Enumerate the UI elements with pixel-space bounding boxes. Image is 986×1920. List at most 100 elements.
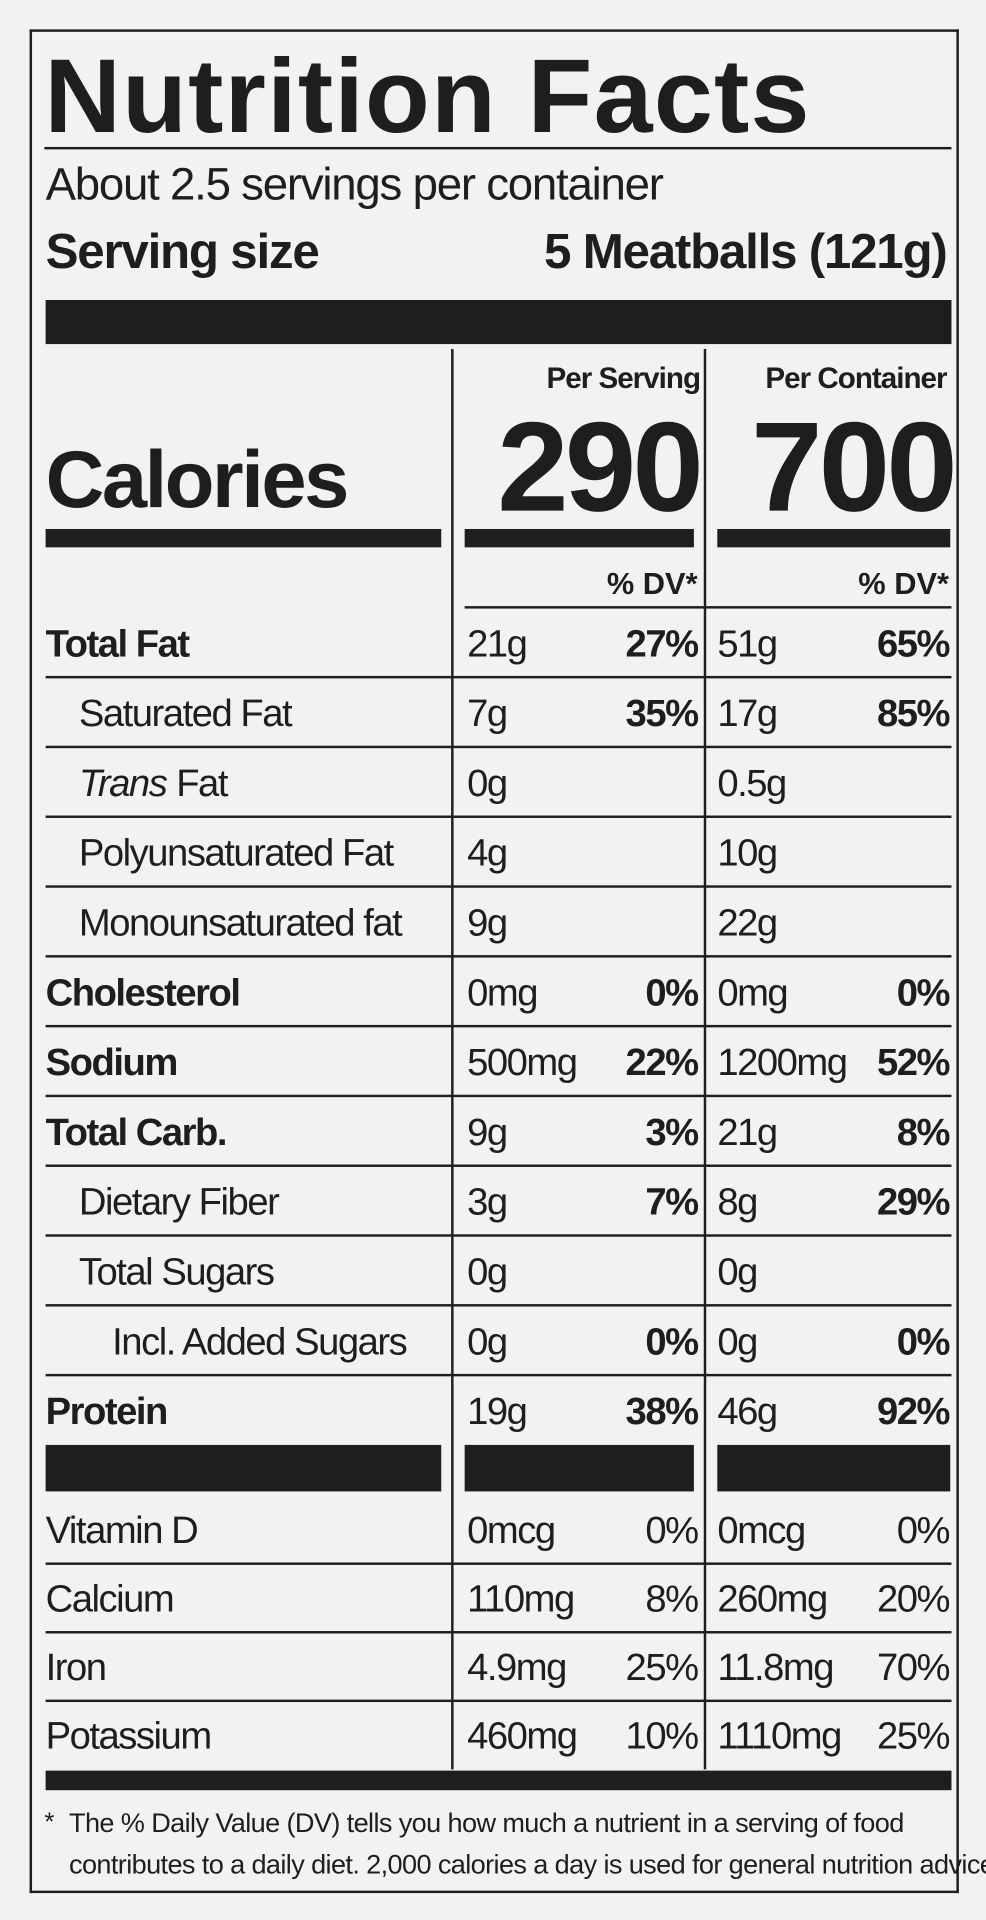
nutrient-name-text: Potassium — [45, 1714, 213, 1758]
dv-header: % DV* — [606, 566, 698, 602]
column-heading: Per Container — [765, 362, 947, 396]
border — [956, 29, 959, 1894]
thick-bar — [45, 528, 442, 548]
thick-bar — [717, 528, 951, 548]
rule — [45, 1631, 952, 1634]
nutrient-name: Trans Fat — [79, 761, 229, 804]
nutrient-name-text: Protein — [45, 1389, 169, 1433]
daily-value: 27% — [625, 621, 700, 665]
nutrient-name: Cholesterol — [45, 970, 241, 1014]
divider — [451, 348, 454, 1770]
border — [29, 29, 33, 1894]
amount: 1200mg — [717, 1040, 848, 1084]
amount: 4g — [467, 830, 508, 874]
amount: 0mg — [717, 970, 788, 1014]
daily-value: 0% — [645, 1508, 699, 1552]
daily-value: 0% — [896, 1319, 951, 1363]
nutrient-name: Total Carb. — [45, 1110, 228, 1153]
rule — [45, 1373, 952, 1377]
amount: 21g — [467, 621, 528, 665]
nutrient-name-text: Monounsaturated fat — [78, 900, 403, 944]
rule — [45, 955, 952, 958]
rule — [45, 745, 952, 749]
rule — [45, 1699, 952, 1703]
daily-value: 70% — [876, 1645, 951, 1689]
rule — [45, 885, 952, 888]
footnote-mark: * — [44, 1808, 55, 1837]
rule — [45, 1024, 952, 1028]
nutrient-name-text: Incl. Added Sugars — [112, 1319, 408, 1363]
nutrient-name-text: Dietary Fiber — [78, 1179, 280, 1223]
amount: 0g — [717, 1249, 758, 1293]
rule — [45, 1164, 952, 1167]
nutrient-name: Calcium — [45, 1577, 175, 1621]
amount: 46g — [717, 1389, 778, 1433]
amount: 0mcg — [467, 1508, 556, 1552]
daily-value: 29% — [876, 1179, 951, 1223]
footnote: The % Daily Value (DV) tells you how muc… — [69, 1807, 904, 1838]
nutrient-name-text: Saturated Fat — [78, 691, 293, 735]
daily-value: 10% — [625, 1714, 700, 1758]
rule — [45, 1094, 952, 1098]
title: Nutrition Facts — [44, 37, 811, 156]
rule — [45, 1304, 952, 1307]
thick-bar — [45, 1770, 952, 1791]
amount: 4.9mg — [467, 1645, 567, 1689]
daily-value: 3% — [645, 1110, 699, 1153]
amount: 1110mg — [717, 1714, 842, 1758]
border — [29, 29, 959, 32]
nutrient-name-text: Total Fat — [45, 621, 191, 665]
nutrient-name-text: Polyunsaturated Fat — [78, 830, 394, 874]
daily-value: 20% — [876, 1577, 951, 1621]
dv-header: % DV* — [858, 566, 950, 602]
nutrient-name: Total Fat — [45, 621, 191, 665]
thick-bar — [464, 528, 694, 548]
daily-value: 0% — [896, 1508, 951, 1552]
thick-bar — [464, 1444, 694, 1492]
amount: 17g — [717, 691, 778, 735]
nutrient-name-text: Calcium — [45, 1577, 175, 1621]
amount: 500mg — [467, 1040, 578, 1084]
divider — [703, 348, 707, 1770]
rule — [45, 1234, 952, 1237]
nutrient-name: Sodium — [45, 1040, 179, 1084]
amount: 0g — [717, 1319, 758, 1363]
daily-value: 85% — [876, 691, 951, 735]
daily-value: 0% — [645, 970, 699, 1014]
nutrient-name-text: Total Carb. — [45, 1110, 228, 1153]
amount: 0g — [467, 1249, 508, 1293]
rule — [45, 675, 952, 679]
amount: 11.8mg — [717, 1645, 834, 1689]
rule — [464, 606, 952, 609]
daily-value: 7% — [645, 1179, 699, 1223]
daily-value: 92% — [876, 1389, 951, 1433]
amount: 110mg — [467, 1577, 575, 1621]
calories-value: 700 — [751, 396, 957, 539]
calories-value: 290 — [497, 396, 703, 539]
amount: 0g — [467, 1319, 508, 1363]
daily-value: 22% — [625, 1040, 700, 1084]
amount: 0.5g — [717, 761, 787, 804]
rule — [45, 1562, 952, 1565]
calories-label: Calories — [45, 433, 350, 525]
daily-value: 0% — [896, 970, 951, 1014]
daily-value: 35% — [625, 691, 700, 735]
nutrient-name-text: Cholesterol — [45, 970, 241, 1014]
amount: 10g — [717, 830, 778, 874]
serving-size-value: 5 Meatballs (121g) — [544, 225, 948, 280]
serving-size-label: Serving size — [45, 225, 320, 280]
amount: 0mcg — [717, 1508, 806, 1552]
amount: 0g — [467, 761, 508, 804]
amount: 51g — [717, 621, 778, 665]
daily-value: 25% — [625, 1645, 700, 1689]
border — [29, 1890, 959, 1894]
amount: 0mg — [467, 970, 538, 1014]
nutrient-name-text: Sodium — [45, 1040, 179, 1084]
amount: 8g — [717, 1179, 758, 1223]
column-heading: Per Serving — [546, 362, 701, 396]
thick-bar — [717, 1444, 951, 1492]
nutrient-name: Polyunsaturated Fat — [78, 830, 394, 874]
nutrient-name: Total Sugars — [79, 1252, 275, 1290]
nutrient-name-text: Fat — [176, 761, 228, 804]
